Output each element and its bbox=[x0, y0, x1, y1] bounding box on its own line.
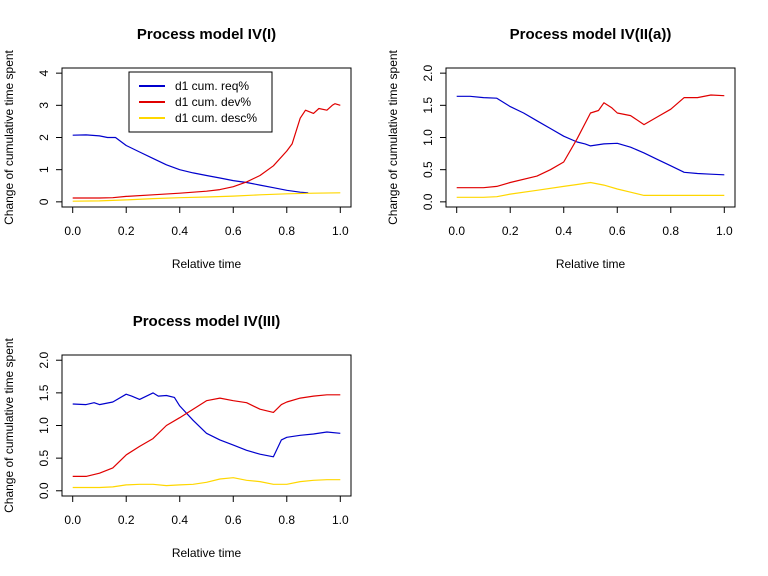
x-tick-label: 0.0 bbox=[64, 224, 81, 238]
y-tick-label: 1.5 bbox=[421, 97, 435, 114]
y-tick-label: 2.0 bbox=[421, 64, 435, 81]
legend-entry-2: d1 cum. dev% bbox=[175, 95, 251, 109]
series-line-3 bbox=[72, 477, 341, 489]
chart-panel-1: Process model IV(I) 0.0 0.2 0.4 0.6 0.8 1.0 0 1 2… bbox=[2, 26, 352, 271]
series-line-1 bbox=[72, 392, 341, 458]
y-tick-label: 2.0 bbox=[37, 352, 51, 369]
y-axis-label: Change of cumulative time spent bbox=[2, 49, 16, 224]
y-axis-label: Change of cumulative time spent bbox=[386, 49, 400, 224]
y-tick-label: 2 bbox=[37, 134, 51, 141]
x-tick-label: 0.0 bbox=[64, 513, 81, 527]
series-line-2 bbox=[72, 103, 341, 199]
chart-panel-3: Process model IV(III) 0.0 0.2 0.4 0.6 0.8 1.0 0… bbox=[2, 313, 352, 560]
y-tick-label: 1 bbox=[37, 166, 51, 173]
series-line-1 bbox=[456, 95, 725, 176]
x-tick-label: 0.6 bbox=[225, 513, 242, 527]
legend: d1 cum. req% d1 cum. dev% d1 cum. desc% bbox=[128, 71, 273, 133]
x-axis-label: Relative time bbox=[172, 257, 242, 271]
y-tick-label: 0.5 bbox=[37, 449, 51, 466]
x-tick-label: 1.0 bbox=[716, 224, 733, 238]
y-tick-label: 1.0 bbox=[37, 417, 51, 434]
x-tick-label: 0.8 bbox=[278, 224, 295, 238]
x-axis-label: Relative time bbox=[172, 546, 242, 560]
x-tick-label: 0.4 bbox=[171, 513, 188, 527]
chart-title: Process model IV(II(a)) bbox=[510, 26, 672, 43]
legend-entry-3: d1 cum. desc% bbox=[175, 111, 257, 125]
legend-entry-1: d1 cum. req% bbox=[175, 79, 249, 93]
x-tick-label: 0.0 bbox=[448, 224, 465, 238]
y-axis-label: Change of cumulative time spent bbox=[2, 337, 16, 512]
series-line-1 bbox=[72, 134, 309, 194]
y-tick-label: 1.5 bbox=[37, 384, 51, 401]
plot-frame bbox=[61, 354, 352, 497]
x-tick-label: 1.0 bbox=[332, 224, 349, 238]
x-tick-label: 0.6 bbox=[225, 224, 242, 238]
plot-frame bbox=[445, 67, 736, 208]
x-tick-label: 1.0 bbox=[332, 513, 349, 527]
x-tick-label: 0.6 bbox=[609, 224, 626, 238]
x-tick-label: 0.4 bbox=[555, 224, 572, 238]
y-tick-label: 0 bbox=[37, 198, 51, 205]
y-tick-label: 3 bbox=[37, 102, 51, 109]
y-tick-label: 0.5 bbox=[421, 161, 435, 178]
y-tick-label: 4 bbox=[37, 69, 51, 76]
y-tick-label: 0.0 bbox=[37, 482, 51, 499]
series-line-3 bbox=[72, 192, 341, 202]
chart-title: Process model IV(III) bbox=[133, 313, 281, 330]
y-tick-label: 0.0 bbox=[421, 193, 435, 210]
series-line-3 bbox=[456, 181, 725, 198]
chart-title: Process model IV(I) bbox=[137, 26, 276, 43]
x-tick-label: 0.2 bbox=[502, 224, 519, 238]
chart-panel-2: Process model IV(II(a)) 0.0 0.2 0.4 0.6 0.8 1.… bbox=[386, 26, 736, 271]
series-line-2 bbox=[72, 394, 341, 477]
x-tick-label: 0.4 bbox=[171, 224, 188, 238]
y-tick-label: 1.0 bbox=[421, 129, 435, 146]
x-tick-label: 0.2 bbox=[118, 224, 135, 238]
series-line-2 bbox=[456, 94, 725, 189]
x-tick-label: 0.2 bbox=[118, 513, 135, 527]
x-tick-label: 0.8 bbox=[662, 224, 679, 238]
x-axis-label: Relative time bbox=[556, 257, 626, 271]
x-tick-label: 0.8 bbox=[278, 513, 295, 527]
